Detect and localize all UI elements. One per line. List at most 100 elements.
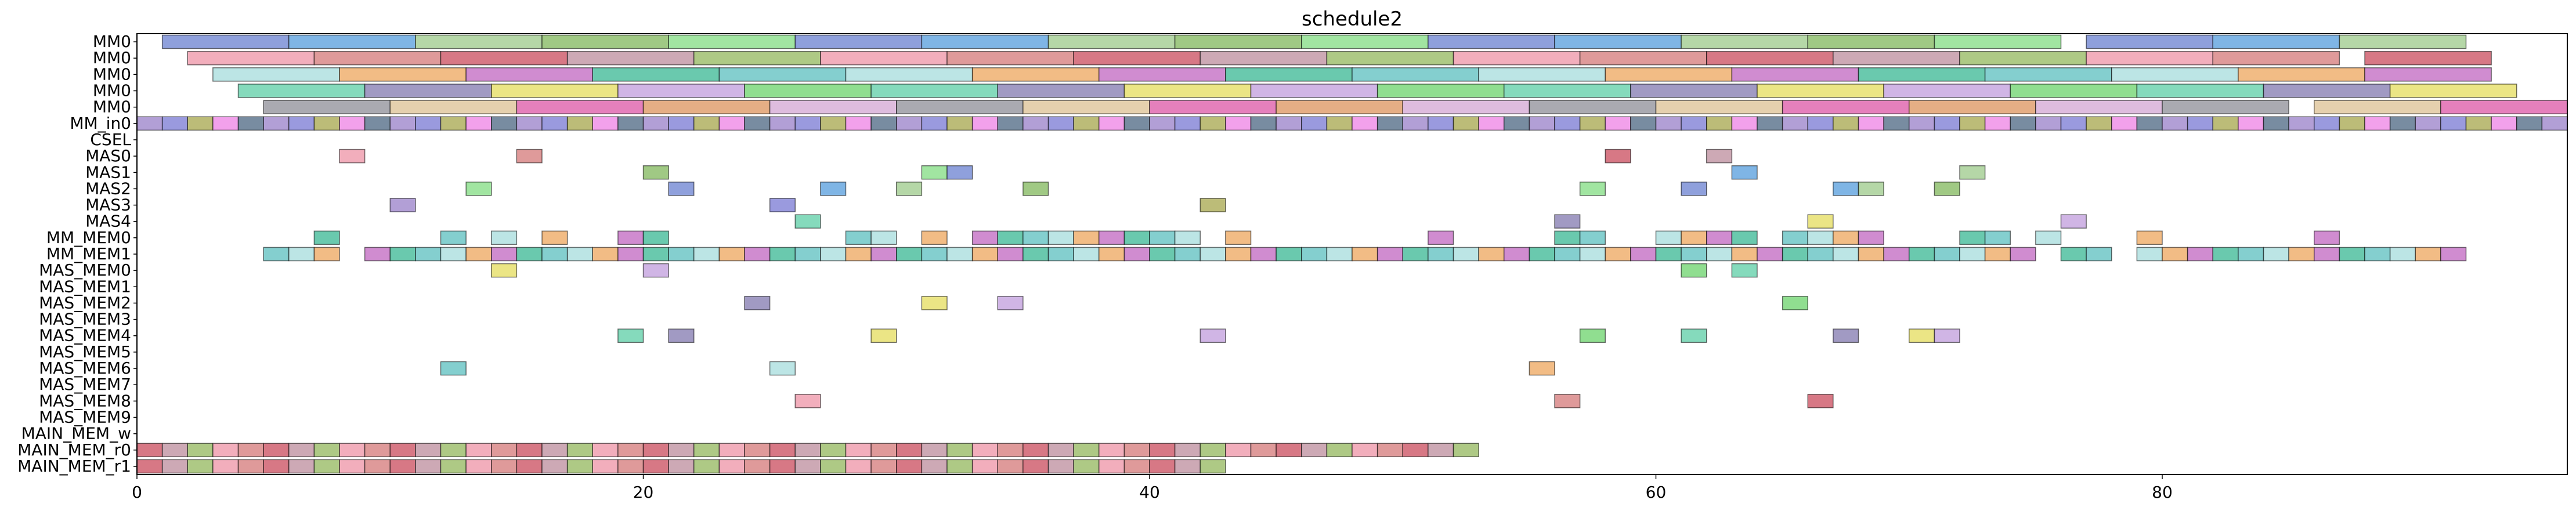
gantt-bar	[1478, 247, 1505, 262]
gantt-bar	[1250, 116, 1277, 131]
gantt-bar	[997, 230, 1024, 245]
gantt-bar	[415, 116, 442, 131]
gantt-bar	[1807, 34, 1935, 49]
gantt-bar	[971, 67, 1100, 82]
gantt-bar	[2212, 247, 2239, 262]
gantt-bar	[1579, 247, 1606, 262]
gantt-bar	[1605, 149, 1631, 164]
gantt-bar	[2086, 50, 2213, 66]
gantt-bar	[212, 116, 239, 131]
gantt-bar	[1023, 230, 1049, 245]
gantt-bar	[769, 443, 796, 458]
gantt-bar	[1579, 50, 1707, 66]
gantt-bar	[1959, 230, 1986, 245]
gantt-bar	[1959, 247, 1986, 262]
gantt-bar	[237, 116, 264, 131]
gantt-bar	[1174, 116, 1201, 131]
gantt-bar	[1833, 182, 1859, 196]
gantt-bar	[2162, 100, 2289, 114]
gantt-bar	[642, 230, 669, 245]
gantt-bar	[1757, 116, 1783, 131]
gantt-bar	[339, 149, 366, 164]
gantt-bar	[1402, 443, 1429, 458]
row-label: MAS_MEM5	[39, 342, 131, 361]
gantt-bar	[1909, 247, 1935, 262]
gantt-bar	[1200, 116, 1226, 131]
row-label: MAS_MEM2	[39, 293, 131, 312]
gantt-bar	[845, 443, 872, 458]
gantt-bar	[1428, 34, 1555, 49]
gantt-bar	[1883, 247, 1910, 262]
gantt-bar	[1073, 459, 1100, 474]
gantt-bar	[820, 459, 847, 474]
gantt-bar	[592, 247, 619, 262]
gantt-bar	[2238, 247, 2264, 262]
gantt-bar	[946, 247, 973, 262]
gantt-bar	[718, 247, 745, 262]
gantt-bar	[1376, 247, 1403, 262]
gantt-bar	[1428, 230, 1454, 245]
bars-layer	[136, 34, 2568, 474]
gantt-bar	[1428, 247, 1454, 262]
gantt-bar	[2035, 230, 2062, 245]
gantt-bar	[1681, 247, 1707, 262]
gantt-bar	[1047, 116, 1074, 131]
gantt-bar	[415, 443, 442, 458]
x-tick-label: 40	[1139, 483, 1160, 502]
gantt-bar	[668, 459, 695, 474]
gantt-bar	[1174, 34, 1302, 49]
gantt-bar	[2010, 116, 2036, 131]
gantt-bar	[288, 116, 315, 131]
gantt-bar	[946, 50, 1074, 66]
gantt-bar	[997, 443, 1024, 458]
gantt-bar	[2314, 230, 2340, 245]
gantt-bar	[1149, 100, 1277, 114]
gantt-bar	[744, 84, 872, 98]
gantt-bar	[2339, 34, 2467, 49]
gantt-bar	[1706, 149, 1733, 164]
gantt-bar	[491, 459, 518, 474]
gantt-bar	[617, 443, 644, 458]
gantt-bar	[541, 230, 568, 245]
gantt-bar	[617, 459, 644, 474]
gantt-bar	[1276, 116, 1302, 131]
gantt-bar	[1047, 230, 1074, 245]
gantt-bar	[1301, 34, 1429, 49]
gantt-bar	[794, 34, 923, 49]
gantt-bar	[1655, 116, 1682, 131]
row-label: MAS_MEM9	[39, 407, 131, 426]
gantt-bar	[1301, 247, 1328, 262]
gantt-bar	[1402, 247, 1429, 262]
gantt-bar	[718, 116, 745, 131]
gantt-bar	[465, 247, 492, 262]
gantt-bar	[1023, 116, 1049, 131]
gantt-bar	[1200, 443, 1226, 458]
gantt-bar	[2086, 247, 2112, 262]
gantt-bar	[693, 50, 821, 66]
gantt-bar	[136, 459, 163, 474]
gantt-bar	[693, 116, 720, 131]
gantt-bar	[1099, 247, 1125, 262]
gantt-bar	[440, 361, 467, 376]
gantt-bar	[617, 230, 644, 245]
gantt-bar	[491, 230, 518, 245]
gantt-bar	[1023, 182, 1049, 196]
gantt-bar	[1807, 247, 1834, 262]
gantt-bar	[769, 198, 796, 212]
gantt-bar	[794, 443, 821, 458]
gantt-bar	[1529, 361, 1555, 376]
gantt-bar	[2288, 247, 2315, 262]
gantt-bar	[845, 116, 872, 131]
gantt-bar	[1731, 230, 1758, 245]
gantt-bar	[1807, 214, 1834, 229]
gantt-bar	[1123, 116, 1150, 131]
gantt-bar	[1858, 67, 1986, 82]
gantt-bar	[566, 50, 695, 66]
gantt-bar	[2314, 116, 2340, 131]
gantt-bar	[718, 67, 847, 82]
gantt-bar	[1047, 247, 1074, 262]
gantt-bar	[2541, 116, 2568, 131]
gantt-bar	[1782, 296, 1808, 310]
gantt-bar	[870, 230, 897, 245]
gantt-bar	[1833, 50, 1960, 66]
